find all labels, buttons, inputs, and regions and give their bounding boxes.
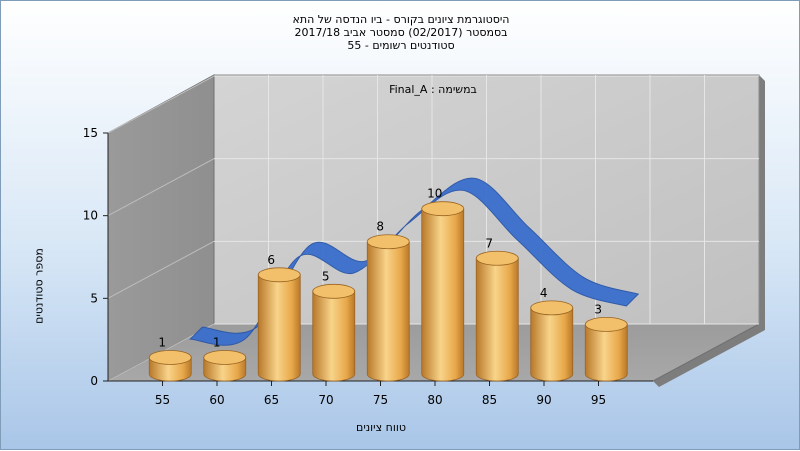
bar-value-label: 10 <box>427 187 442 201</box>
bar-value-label: 3 <box>594 302 602 316</box>
x-tick-label: 80 <box>427 393 442 407</box>
grid-line-side <box>107 158 215 217</box>
y-tick-label: 10 <box>83 209 98 223</box>
y-tick-label: 0 <box>90 374 98 388</box>
bar-top <box>366 234 410 250</box>
y-axis-label: מספר סטודנטים <box>32 248 46 324</box>
x-tick-label: 95 <box>591 393 606 407</box>
chart-title-line-2: בסמסטר (02/2017) סמסטר אביב 2017/18 <box>294 26 508 39</box>
bar <box>257 274 301 382</box>
chart-title-line-1: היסטוגרמת ציונים בקורס - ביו הנדסה של הת… <box>292 13 510 26</box>
bar-value-label: 6 <box>267 253 275 267</box>
x-tick-label: 70 <box>318 393 333 407</box>
bar <box>584 324 628 382</box>
bar <box>475 257 519 382</box>
bar-top <box>203 350 247 365</box>
y-tick-label: 15 <box>83 126 98 140</box>
bar-value-label: 8 <box>376 220 384 234</box>
bar-value-label: 7 <box>485 236 493 250</box>
bar-top <box>312 283 356 299</box>
x-tick-label: 60 <box>209 393 224 407</box>
y-tick-label: 5 <box>90 291 98 305</box>
bar-top <box>148 350 192 365</box>
x-axis-label: טווח ציונים <box>356 421 406 434</box>
bar <box>366 241 410 382</box>
bar-value-label: 4 <box>540 286 548 300</box>
bar <box>312 290 356 382</box>
x-tick-label: 90 <box>536 393 551 407</box>
trend-ribbon <box>189 177 640 346</box>
bar-top <box>421 201 465 217</box>
bar <box>421 208 465 382</box>
grid-line-side <box>107 240 215 299</box>
task-annotation: במשימה : Final_A <box>389 83 477 96</box>
chart-title-line-3: סטודנטים רשומים - 55 <box>347 39 455 52</box>
bar-value-label: 1 <box>213 335 221 349</box>
x-tick-label: 75 <box>373 393 388 407</box>
bar-top <box>584 316 628 332</box>
bar-top <box>530 300 574 316</box>
bar-value-label: 1 <box>158 335 166 349</box>
x-tick-label: 55 <box>155 393 170 407</box>
grid-line-side <box>107 75 215 134</box>
bar-value-label: 5 <box>322 269 330 283</box>
bar-top <box>257 267 301 283</box>
x-tick-label: 85 <box>482 393 497 407</box>
x-tick-label: 65 <box>264 393 279 407</box>
bar-top <box>475 250 519 266</box>
bar <box>530 307 574 382</box>
